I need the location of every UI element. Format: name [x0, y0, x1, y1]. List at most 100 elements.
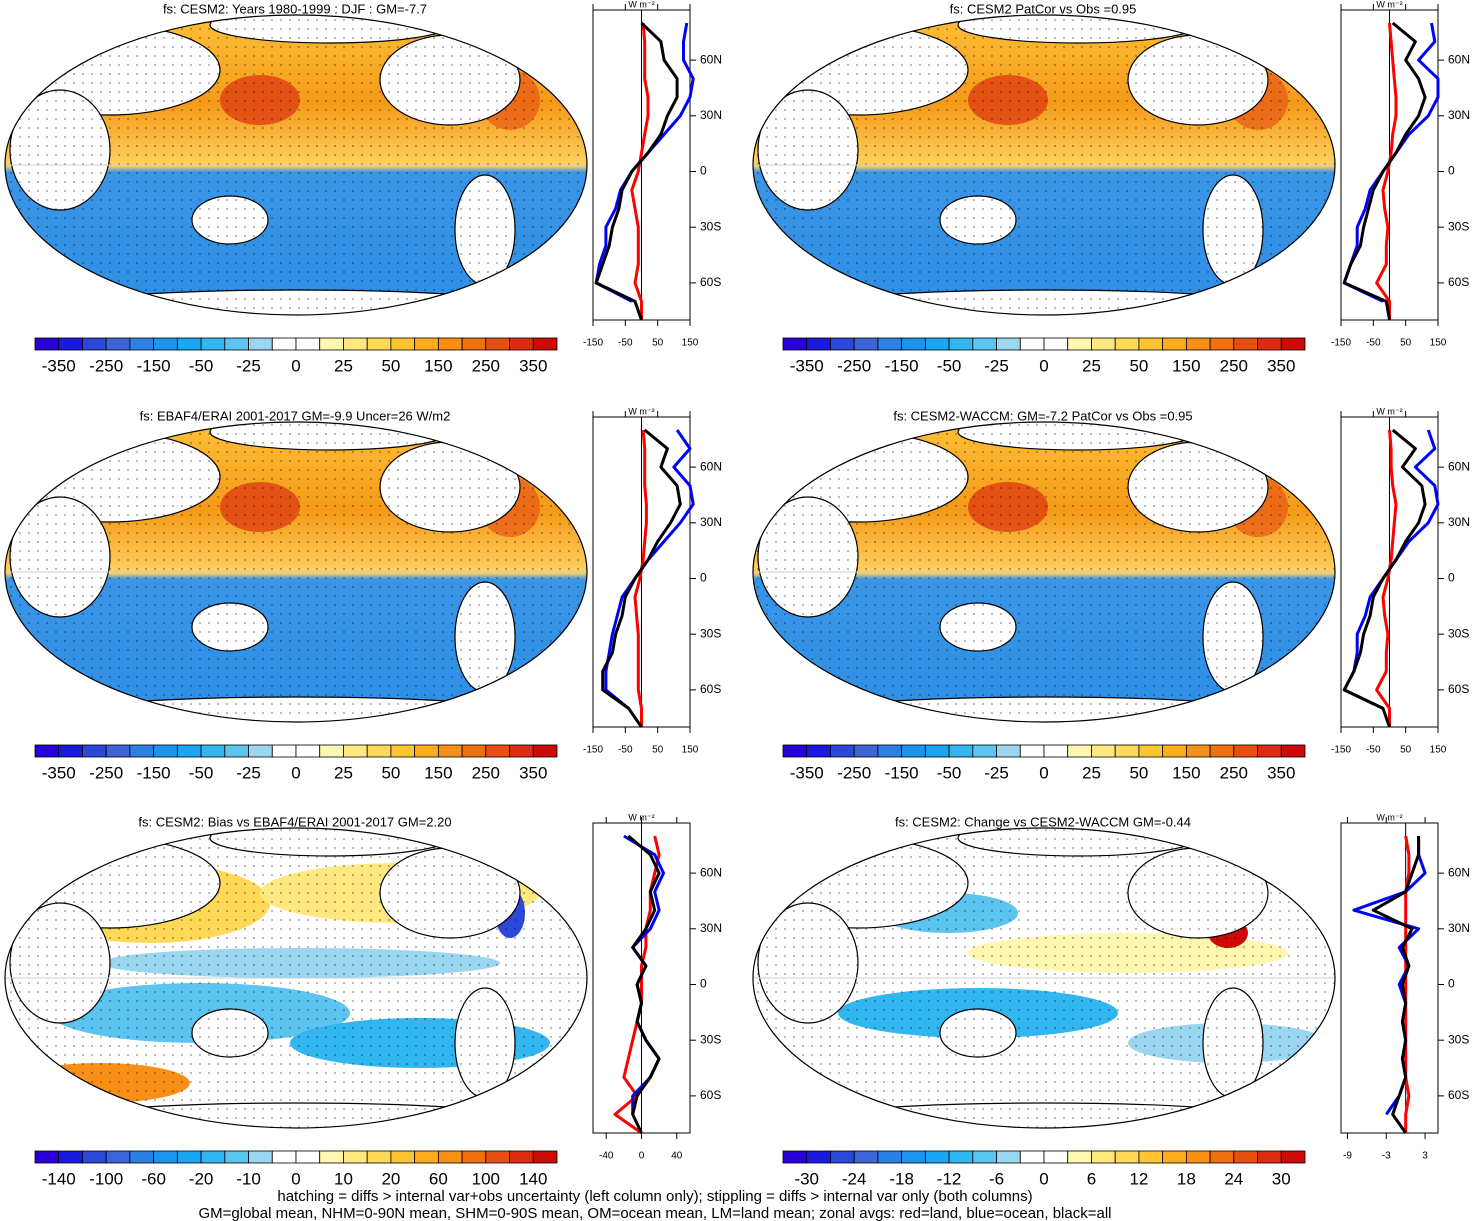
colorbar-label: 50: [381, 356, 400, 375]
y-tick-label: 30S: [1448, 219, 1469, 233]
colorbar-label: -150: [137, 763, 171, 782]
colorbar-box: [319, 1150, 344, 1164]
map-border: [4, 421, 588, 723]
y-tick-label: 60N: [700, 865, 722, 879]
colorbar-box: [34, 337, 60, 351]
colorbar-label: -140: [42, 1169, 76, 1188]
colorbar-box: [1067, 337, 1092, 351]
colorbar-box: [437, 1150, 463, 1164]
colorbar-box: [176, 744, 202, 758]
zonal-line: [594, 21, 679, 321]
colorbar-label: -250: [89, 763, 123, 782]
y-tick-label: 0: [700, 164, 707, 178]
colorbar-label: -25: [984, 356, 1009, 375]
colorbar-label: 30: [1272, 1169, 1291, 1188]
colorbar-box: [34, 1150, 60, 1164]
colorbar-box: [366, 1150, 392, 1164]
colorbar-box: [248, 744, 273, 758]
x-tick-label: -9: [1343, 1151, 1352, 1162]
x-tick-label: -150: [583, 745, 603, 756]
caption-line: GM=global mean, NHM=0-90N mean, SHM=0-90…: [198, 1205, 1111, 1221]
caption-line: hatching = diffs > internal var+obs unce…: [277, 1188, 1032, 1205]
colorbar-box: [782, 1150, 808, 1164]
zonal-line: [1375, 429, 1398, 727]
colorbar-box: [532, 1150, 558, 1164]
y-tick-label: 60N: [1448, 459, 1470, 473]
colorbar-box: [1114, 337, 1140, 351]
colorbar-box: [1091, 1150, 1116, 1164]
colorbar-label: -150: [885, 356, 919, 375]
y-tick-label: 30N: [700, 108, 722, 122]
colorbar-box: [129, 337, 155, 351]
colorbar-label: 150: [1172, 356, 1200, 375]
zonal-line: [1375, 22, 1398, 320]
colorbar-box: [295, 744, 321, 758]
colorbar-box: [1257, 337, 1282, 351]
colorbar-box: [248, 1150, 273, 1164]
colorbar-label: 24: [1224, 1169, 1243, 1188]
x-tick-label: -50: [618, 745, 633, 756]
colorbar-label: 25: [334, 356, 353, 375]
colorbar-box: [830, 744, 855, 758]
colorbar-label: 350: [1267, 356, 1295, 375]
x-tick-label: 50: [652, 338, 664, 349]
colorbar-box: [1257, 1150, 1282, 1164]
y-tick-label: 30N: [1448, 921, 1470, 935]
map-border: [752, 827, 1336, 1129]
colorbar-label: 50: [381, 763, 400, 782]
colorbar-box: [1280, 337, 1306, 351]
colorbar-box: [153, 1150, 178, 1164]
x-axis-label: W m⁻²: [1376, 406, 1402, 416]
colorbar-box: [1043, 1150, 1069, 1164]
colorbar-box: [782, 744, 808, 758]
colorbar-box: [200, 1150, 226, 1164]
colorbar-box: [509, 1150, 534, 1164]
colorbar-box: [58, 1150, 83, 1164]
colorbar-box: [877, 1150, 903, 1164]
colorbar-label: 250: [472, 763, 500, 782]
colorbar-box: [485, 337, 510, 351]
colorbar-box: [1233, 337, 1258, 351]
colorbar-box: [972, 337, 997, 351]
y-tick-label: 0: [1448, 571, 1455, 585]
colorbar-box: [82, 1150, 107, 1164]
colorbar-box: [1185, 744, 1211, 758]
colorbar-label: 100: [472, 1169, 500, 1188]
colorbar-box: [1114, 1150, 1140, 1164]
colorbar-box: [319, 744, 344, 758]
colorbar-label: 350: [1267, 763, 1295, 782]
colorbar-box: [343, 337, 368, 351]
colorbar-box: [414, 337, 439, 351]
colorbar-label: -6: [989, 1169, 1004, 1188]
colorbar-label: -18: [889, 1169, 914, 1188]
colorbar-box: [1043, 337, 1069, 351]
colorbar-box: [58, 337, 83, 351]
colorbar-box: [1019, 1150, 1045, 1164]
colorbar-label: -250: [837, 356, 871, 375]
x-axis-label: W m⁻²: [628, 0, 654, 9]
colorbar-label: -25: [984, 763, 1009, 782]
colorbar-label: 0: [1039, 356, 1048, 375]
colorbar-label: 20: [381, 1169, 400, 1188]
colorbar-box: [877, 744, 903, 758]
colorbar-box: [224, 337, 249, 351]
colorbar-label: -350: [42, 356, 76, 375]
colorbar-box: [1138, 337, 1164, 351]
x-tick-label: -50: [1366, 745, 1381, 756]
colorbar-label: 140: [519, 1169, 547, 1188]
colorbar-label: 25: [334, 763, 353, 782]
colorbar-box: [34, 744, 60, 758]
zonal-line: [627, 834, 661, 1134]
colorbar-box: [485, 1150, 510, 1164]
colorbar-box: [343, 1150, 368, 1164]
colorbar-box: [948, 744, 974, 758]
x-axis-label: W m⁻²: [1376, 812, 1402, 822]
colorbar-box: [461, 1150, 487, 1164]
colorbar-box: [437, 337, 463, 351]
colorbar-box: [366, 744, 392, 758]
colorbar-box: [1138, 1150, 1164, 1164]
colorbar-box: [853, 744, 879, 758]
x-tick-label: 40: [671, 1151, 683, 1162]
x-tick-label: 3: [1422, 1151, 1428, 1162]
map-border: [752, 421, 1336, 723]
